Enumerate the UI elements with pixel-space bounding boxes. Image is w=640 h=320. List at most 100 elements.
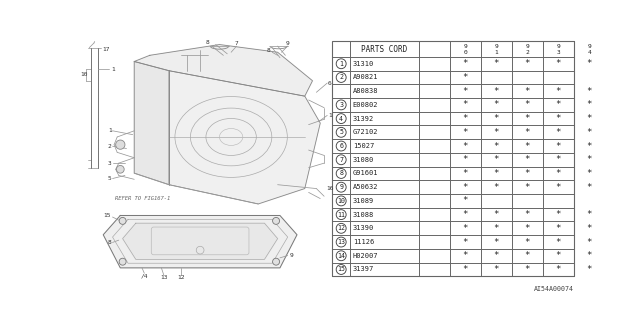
Circle shape [119,258,126,265]
Text: *: * [586,141,592,150]
Text: *: * [525,87,530,96]
Text: *: * [556,265,561,274]
Text: *: * [586,210,592,219]
Text: 9
1: 9 1 [494,44,498,55]
Text: *: * [463,196,468,205]
Polygon shape [103,215,297,268]
Text: *: * [463,183,468,192]
Text: *: * [463,169,468,178]
Text: *: * [463,251,468,260]
Text: *: * [493,100,499,109]
Text: *: * [463,210,468,219]
Text: *: * [525,183,530,192]
Text: 7: 7 [235,41,239,45]
Text: 14: 14 [337,253,345,259]
Circle shape [273,258,280,265]
Text: *: * [525,155,530,164]
Text: *: * [556,251,561,260]
Text: *: * [586,100,592,109]
Text: *: * [463,265,468,274]
Text: *: * [586,59,592,68]
Text: 1: 1 [328,113,332,118]
Text: *: * [463,87,468,96]
Text: *: * [525,59,530,68]
Text: 13: 13 [160,275,168,280]
Text: *: * [525,224,530,233]
Text: *: * [556,141,561,150]
Text: 31080: 31080 [353,157,374,163]
Text: *: * [525,237,530,246]
Text: *: * [525,210,530,219]
Text: G72102: G72102 [353,129,378,135]
Circle shape [273,217,280,224]
Text: 6: 6 [339,143,343,149]
Text: *: * [556,155,561,164]
Text: *: * [493,251,499,260]
Text: 31390: 31390 [353,225,374,231]
Text: *: * [556,100,561,109]
Text: *: * [525,265,530,274]
Text: 1: 1 [111,67,115,72]
Text: *: * [525,128,530,137]
Text: *: * [586,237,592,246]
Text: *: * [493,237,499,246]
Text: *: * [493,155,499,164]
Text: 1: 1 [339,61,343,67]
Text: *: * [493,265,499,274]
Text: *: * [586,169,592,178]
Text: AI54A00074: AI54A00074 [534,285,573,292]
Text: 15: 15 [104,213,111,218]
Text: 2: 2 [108,144,111,149]
Text: *: * [463,100,468,109]
Text: 8: 8 [266,48,270,53]
Text: *: * [586,224,592,233]
Text: 1: 1 [108,128,111,133]
Text: *: * [525,100,530,109]
Text: 31397: 31397 [353,267,374,272]
Text: *: * [525,141,530,150]
Text: *: * [493,59,499,68]
Text: 9: 9 [339,184,343,190]
Text: 5: 5 [339,129,343,135]
Text: *: * [586,87,592,96]
Circle shape [116,140,125,149]
Text: 17: 17 [102,47,110,52]
Text: *: * [586,183,592,192]
Text: *: * [586,265,592,274]
Text: A50632: A50632 [353,184,378,190]
Text: 5: 5 [108,176,111,181]
Text: 11: 11 [337,212,345,218]
Text: 4: 4 [339,116,343,122]
Text: 9
3: 9 3 [556,44,560,55]
Text: 9: 9 [286,41,289,45]
Text: *: * [463,141,468,150]
Text: 10: 10 [80,72,88,77]
Text: *: * [463,155,468,164]
Text: 13: 13 [337,239,345,245]
Text: *: * [493,114,499,123]
Text: H02007: H02007 [353,253,378,259]
Text: *: * [556,114,561,123]
Circle shape [119,217,126,224]
Polygon shape [169,71,320,204]
Polygon shape [134,61,169,185]
Text: *: * [556,169,561,178]
Text: *: * [525,114,530,123]
Text: 31310: 31310 [353,61,374,67]
Text: PARTS CORD: PARTS CORD [362,45,408,54]
Text: *: * [556,59,561,68]
Text: 31089: 31089 [353,198,374,204]
Text: *: * [463,128,468,137]
Text: *: * [556,237,561,246]
Text: *: * [493,141,499,150]
Text: 11126: 11126 [353,239,374,245]
Text: 6: 6 [328,81,332,85]
Text: 7: 7 [339,157,343,163]
Text: *: * [493,169,499,178]
Text: *: * [556,183,561,192]
Text: *: * [463,224,468,233]
Polygon shape [123,223,278,260]
Text: 8: 8 [339,171,343,176]
Text: *: * [463,114,468,123]
Text: 31392: 31392 [353,116,374,122]
